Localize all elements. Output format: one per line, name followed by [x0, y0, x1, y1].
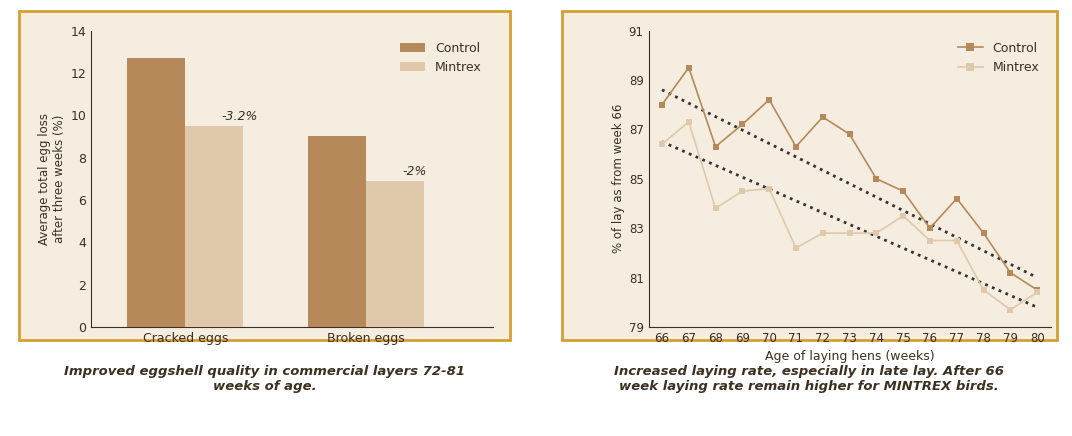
- Text: -3.2%: -3.2%: [222, 109, 258, 123]
- Bar: [367, 181, 425, 327]
- Text: Improved eggshell quality in commercial layers 72-81
weeks of age.: Improved eggshell quality in commercial …: [64, 365, 465, 393]
- Bar: [309, 136, 367, 327]
- Text: -2%: -2%: [403, 165, 427, 178]
- Text: Increased laying rate, especially in late lay. After 66
week laying rate remain : Increased laying rate, especially in lat…: [614, 365, 1004, 393]
- Bar: [128, 58, 185, 327]
- X-axis label: Age of laying hens (weeks): Age of laying hens (weeks): [764, 351, 935, 364]
- Legend: Control, Mintrex: Control, Mintrex: [953, 37, 1044, 79]
- Y-axis label: % of lay as from week 66: % of lay as from week 66: [611, 104, 625, 253]
- Bar: [185, 126, 243, 327]
- Legend: Control, Mintrex: Control, Mintrex: [396, 37, 487, 79]
- Y-axis label: Average total egg loss
after three weeks (%): Average total egg loss after three weeks…: [39, 113, 66, 245]
